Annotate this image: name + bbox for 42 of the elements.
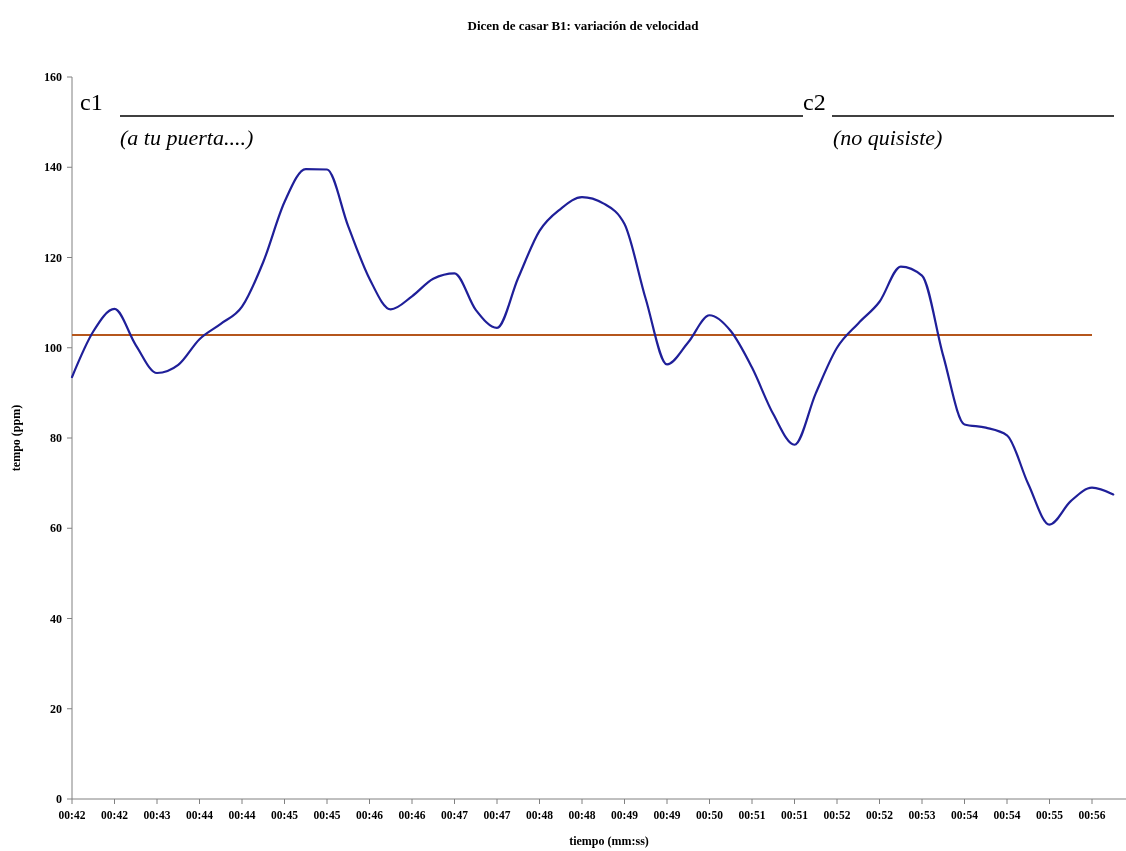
x-tick-label: 00:54 (993, 809, 1021, 821)
x-tick-label: 00:53 (908, 809, 936, 821)
x-tick-label: 00:44 (228, 809, 256, 821)
line-series (70, 167, 1115, 526)
y-tick-label: 0 (56, 792, 62, 807)
x-tick-label: 00:47 (441, 809, 469, 821)
x-tick-label: 00:52 (866, 809, 894, 821)
x-tick-label: 00:44 (186, 809, 214, 821)
x-tick-label: 00:48 (568, 809, 596, 821)
x-tick-label: 00:46 (398, 809, 426, 821)
y-axis-title: tempo (ppm) (9, 404, 23, 472)
x-tick-label: 00:54 (951, 809, 979, 821)
chart-title: Dicen de casar B1: variación de velocidad (467, 18, 700, 33)
x-tick-label: 00:49 (611, 809, 639, 821)
x-tick-label: 00:45 (313, 809, 341, 821)
x-tick-label: 00:51 (781, 809, 809, 821)
annotation: (a tu puerta....) (120, 125, 254, 150)
y-tick-label: 20 (50, 701, 62, 716)
x-tick-label: 00:52 (823, 809, 851, 821)
x-tick-label: 00:46 (356, 809, 384, 821)
annotation: (no quisiste) (833, 125, 943, 150)
x-tick-label: 00:43 (143, 809, 171, 821)
x-axis-title: tiempo (mm:ss) (569, 834, 649, 848)
y-tick-label: 100 (44, 340, 62, 355)
y-tick-label: 120 (44, 250, 62, 265)
x-tick-label: 00:48 (526, 809, 554, 821)
x-tick-label: 00:47 (483, 809, 511, 821)
y-tick-label: 160 (44, 70, 62, 85)
x-tick-label: 00:55 (1036, 809, 1064, 821)
y-tick-label: 40 (50, 611, 62, 626)
y-tick-label: 60 (50, 521, 62, 536)
x-tick-label: 00:50 (696, 809, 724, 821)
x-tick-label: 00:51 (738, 809, 766, 821)
y-tick-label: 140 (44, 160, 62, 175)
y-tick-label: 80 (50, 431, 62, 446)
annotation: c1 (80, 89, 103, 115)
x-tick-label: 00:42 (58, 809, 86, 821)
annotation: c2 (803, 89, 826, 115)
x-tick-label: 00:42 (101, 809, 129, 821)
x-tick-label: 00:49 (653, 809, 681, 821)
x-tick-label: 00:56 (1078, 809, 1106, 821)
x-tick-label: 00:45 (271, 809, 299, 821)
